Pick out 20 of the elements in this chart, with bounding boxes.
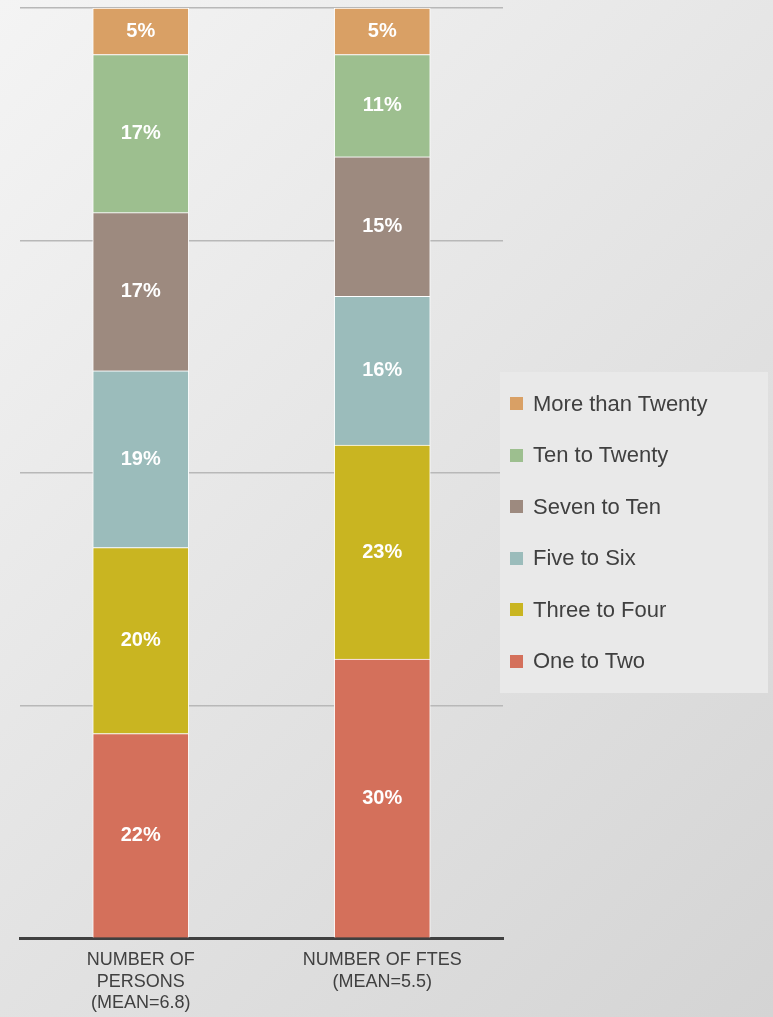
data-label: 16% <box>362 358 403 381</box>
x-tick-label: NUMBER OF FTES (MEAN=5.5) <box>302 948 462 991</box>
data-label: 19% <box>120 446 161 469</box>
data-label: 5% <box>367 18 397 41</box>
legend-label: More than Twenty <box>533 390 708 417</box>
data-label: 5% <box>126 18 156 41</box>
data-label: 22% <box>120 823 161 846</box>
x-tick-label: NUMBER OF PERSONS (MEAN=6.8) <box>86 948 195 1013</box>
legend-label: Ten to Twenty <box>533 442 669 469</box>
legend-label: Five to Six <box>533 545 636 572</box>
data-label: 15% <box>362 214 403 237</box>
legend-label: Three to Four <box>533 596 667 623</box>
data-label: 11% <box>362 93 402 116</box>
legend-label: One to Two <box>533 648 646 675</box>
legend-label: Seven to Ten <box>533 493 662 520</box>
data-label: 17% <box>120 121 161 144</box>
data-label: 20% <box>120 628 161 651</box>
data-label: 30% <box>362 785 403 808</box>
data-label: 23% <box>362 539 403 562</box>
data-label: 17% <box>120 279 161 302</box>
